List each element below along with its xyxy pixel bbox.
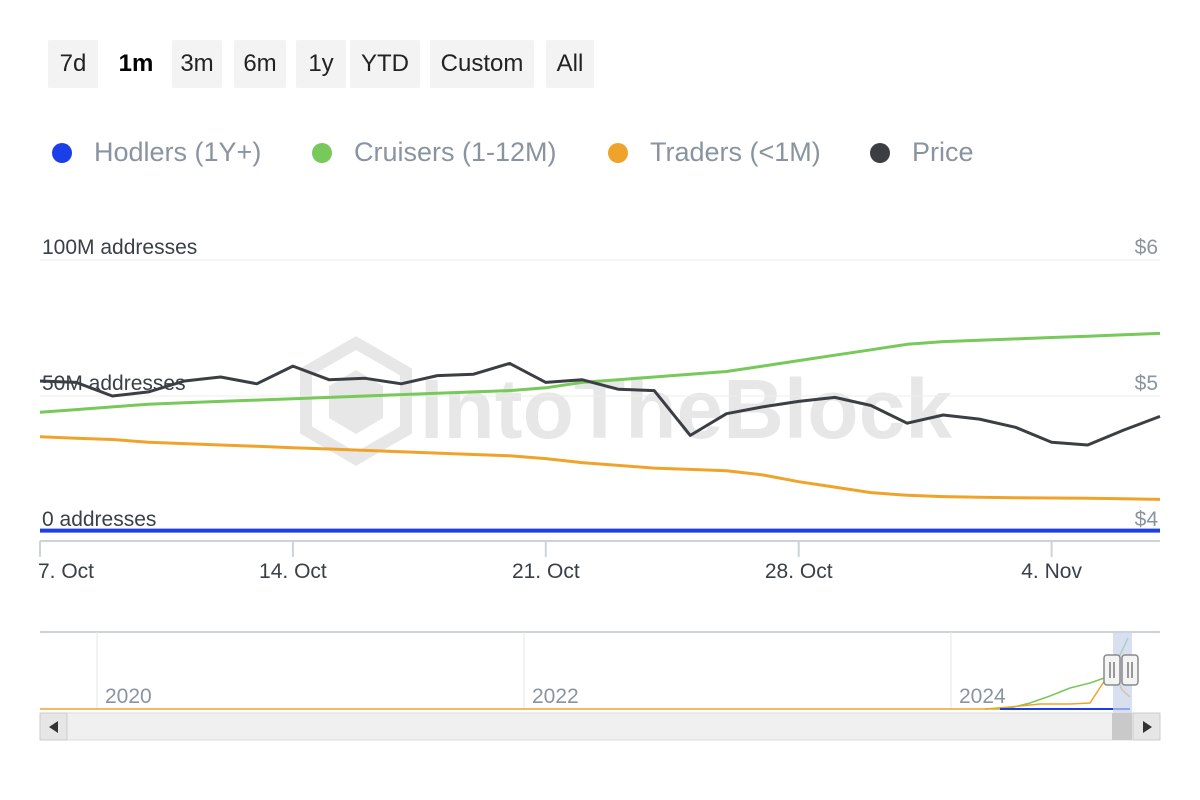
y-left-tick-label: 0 addresses [42, 508, 156, 531]
scrollbar[interactable] [39, 712, 1161, 741]
navigator-right-handle[interactable] [1121, 654, 1139, 686]
navigator-tick-label: 2022 [532, 685, 579, 708]
y-left-tick-label: 50M addresses [42, 372, 186, 395]
main-chart[interactable]: IntoTheBlock 0 addresses 50M addresses 100… [0, 180, 1200, 800]
legend-label-cruisers: Cruisers (1-12M) [354, 137, 557, 167]
watermark-logo: IntoTheBlock [300, 336, 952, 466]
range-1m-button[interactable]: 1m [110, 40, 162, 88]
range-ytd-button[interactable]: YTD [350, 40, 420, 88]
y-axis-left: 0 addresses 50M addresses 100M addresses [42, 236, 197, 531]
y-right-tick-label: $6 [1135, 236, 1158, 259]
legend-dot-price [870, 143, 890, 163]
handle-body [1103, 654, 1121, 686]
y-right-tick-label: $4 [1135, 508, 1159, 531]
x-tick-label: 7. Oct [38, 560, 94, 583]
legend-dot-hodlers [52, 143, 72, 163]
scroll-right-button[interactable] [1132, 712, 1161, 741]
range-6m-button[interactable]: 6m [234, 40, 286, 88]
range-all-button[interactable]: All [546, 40, 594, 88]
range-1y-button[interactable]: 1y [296, 40, 346, 88]
arrow-left-icon [49, 721, 58, 733]
series-line-price [39, 361, 1161, 447]
grid-lines [40, 259, 1160, 397]
y-left-tick-label: 100M addresses [42, 236, 197, 259]
series-line-cruisers [39, 331, 1161, 414]
navigator-tick-label: 2020 [105, 685, 152, 708]
scrollbar-track[interactable] [39, 712, 1161, 741]
legend-label-traders: Traders (<1M) [650, 137, 821, 167]
series-line-traders [39, 435, 1161, 501]
arrow-right-icon [1143, 721, 1152, 733]
x-tick-label: 14. Oct [259, 560, 327, 583]
handle-body [1121, 654, 1139, 686]
legend-label-price: Price [912, 137, 974, 167]
y-right-tick-label: $5 [1135, 372, 1158, 395]
legend-label-hodlers: Hodlers (1Y+) [94, 137, 262, 167]
legend-dot-cruisers [312, 143, 332, 163]
navigator-tick-label: 2024 [959, 685, 1006, 708]
range-7d-button[interactable]: 7d [48, 40, 98, 88]
range-custom-button[interactable]: Custom [430, 40, 534, 88]
range-3m-button[interactable]: 3m [172, 40, 222, 88]
watermark-text: IntoTheBlock [420, 362, 952, 456]
series-lines [39, 331, 1161, 533]
y-axis-right: $4 $5 $6 [1135, 236, 1159, 531]
navigator[interactable]: 2020 2022 2024 [40, 631, 1160, 714]
x-tick-label: 4. Nov [1021, 560, 1082, 583]
scrollbar-thumb[interactable] [1112, 713, 1132, 740]
x-tick-label: 28. Oct [765, 560, 833, 583]
legend-dot-traders [608, 143, 628, 163]
x-tick-label: 21. Oct [512, 560, 580, 583]
x-axis: 7. Oct 14. Oct 21. Oct 28. Oct 4. Nov [38, 540, 1160, 583]
navigator-left-handle[interactable] [1103, 654, 1121, 686]
